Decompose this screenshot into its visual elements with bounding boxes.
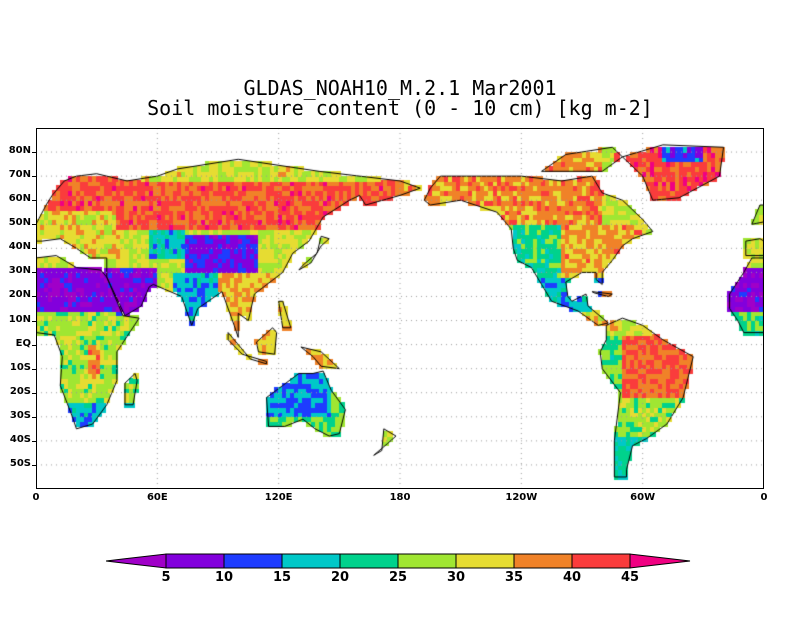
colorbar-segment — [339, 553, 399, 569]
colorbar-label: 10 — [214, 570, 234, 585]
plot-frame — [36, 128, 764, 489]
colorbar-arrow-high — [629, 553, 691, 569]
lat-tick — [32, 272, 36, 274]
lat-tick — [32, 152, 36, 154]
lat-label: 30N — [8, 265, 31, 277]
lon-label: 60W — [630, 492, 656, 503]
lon-label: 120E — [264, 492, 293, 503]
lat-tick — [32, 200, 36, 202]
lat-tick — [32, 440, 36, 442]
colorbar-segment — [397, 553, 457, 569]
lat-tick — [32, 320, 36, 322]
lat-tick — [32, 416, 36, 418]
colorbar-segment — [281, 553, 341, 569]
lon-label: 180 — [389, 492, 411, 503]
lat-tick — [32, 392, 36, 394]
lon-label: 60E — [146, 492, 168, 503]
map-title: GLDAS_NOAH10_M.2.1 Mar2001 — [243, 76, 557, 100]
lat-label: 10N — [8, 313, 31, 325]
colorbar-label: 5 — [161, 570, 171, 585]
colorbar-segment — [513, 553, 573, 569]
lat-tick — [32, 296, 36, 298]
lat-label: 40N — [8, 241, 31, 253]
lat-tick — [32, 224, 36, 226]
lat-label: 20S — [9, 385, 31, 397]
lat-tick — [32, 248, 36, 250]
colorbar-label: 30 — [446, 570, 466, 585]
lat-label: 50N — [8, 217, 31, 229]
lat-label: 50S — [9, 457, 31, 469]
colorbar-segment — [571, 553, 631, 569]
lat-label: 60N — [8, 193, 31, 205]
lat-label: EQ — [15, 337, 31, 349]
lat-tick — [32, 464, 36, 466]
map-subtitle: Soil moisture content (0 - 10 cm) [kg m-… — [147, 96, 653, 120]
colorbar-label: 35 — [504, 570, 524, 585]
lat-label: 80N — [8, 145, 31, 157]
lat-tick — [32, 176, 36, 178]
lon-label: 0 — [760, 492, 768, 503]
colorbar-label: 15 — [272, 570, 292, 585]
colorbar — [106, 553, 691, 569]
colorbar-label: 20 — [330, 570, 350, 585]
colorbar-label: 45 — [620, 570, 640, 585]
lat-label: 40S — [9, 433, 31, 445]
colorbar-label: 25 — [388, 570, 408, 585]
colorbar-label: 40 — [562, 570, 582, 585]
lat-tick — [32, 368, 36, 370]
soil-moisture-map — [36, 128, 764, 489]
lon-label: 120W — [505, 492, 538, 503]
colorbar-segment — [165, 553, 225, 569]
lat-label: 10S — [9, 361, 31, 373]
colorbar-arrow-low — [106, 553, 167, 569]
lon-label: 0 — [32, 492, 40, 503]
colorbar-segment — [223, 553, 283, 569]
colorbar-segment — [455, 553, 515, 569]
lat-label: 70N — [8, 169, 31, 181]
lat-label: 30S — [9, 409, 31, 421]
lat-tick — [32, 344, 36, 346]
lat-label: 20N — [8, 289, 31, 301]
